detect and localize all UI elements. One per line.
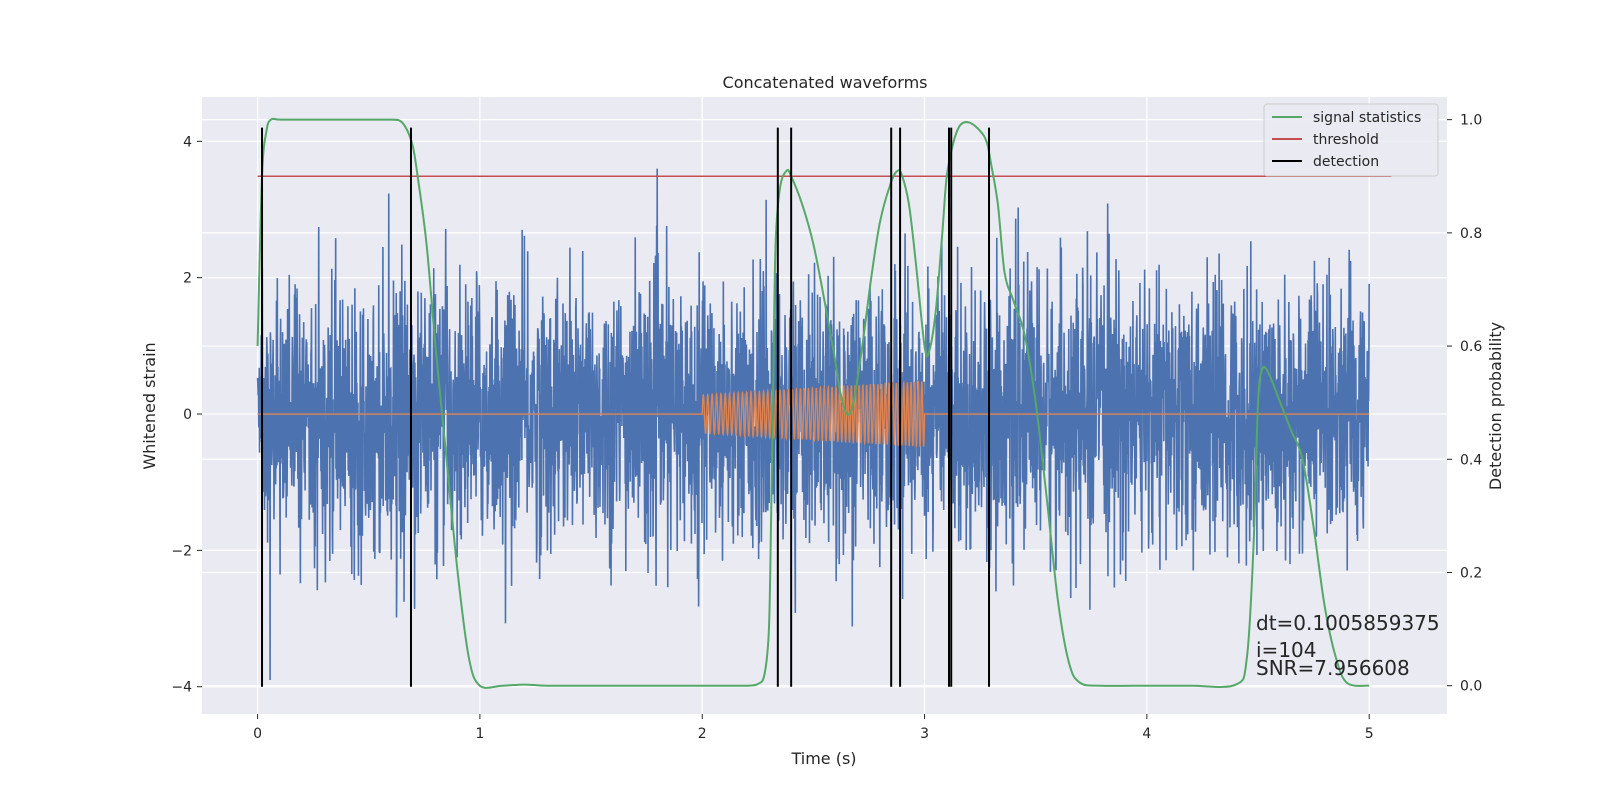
x-tick-label: 0 bbox=[253, 726, 262, 742]
legend-label: signal statistics bbox=[1313, 110, 1421, 126]
injection-series bbox=[257, 380, 1370, 449]
y-tick-label: −2 bbox=[171, 543, 192, 559]
y-tick-label-right: 0.4 bbox=[1460, 452, 1482, 468]
x-tick-label: 4 bbox=[1142, 726, 1151, 742]
chart-title: Concatenated waveforms bbox=[723, 73, 928, 92]
x-tick-label: 1 bbox=[475, 726, 484, 742]
y-tick-label-right: 0.2 bbox=[1460, 565, 1482, 581]
annotation-text: dt=0.1005859375 bbox=[1256, 611, 1440, 635]
y-tick-label-right: 0.8 bbox=[1460, 226, 1482, 242]
legend-box bbox=[1263, 103, 1439, 177]
y-tick-label: 4 bbox=[183, 134, 192, 150]
y-tick-label: 0 bbox=[183, 407, 192, 423]
y-tick-label-right: 0.6 bbox=[1460, 339, 1482, 355]
legend: signal statistics threshold detection bbox=[1263, 103, 1439, 177]
y-tick-label: 2 bbox=[183, 271, 192, 287]
annotation-text: SNR=7.956608 bbox=[1256, 656, 1410, 680]
y-tick-label-right: 0.0 bbox=[1460, 679, 1482, 695]
signal-statistics-series bbox=[256, 117, 1370, 689]
y-axis-label-right: Detection probability bbox=[1486, 322, 1505, 490]
y-tick-label: −4 bbox=[171, 680, 192, 696]
x-axis-label: Time (s) bbox=[790, 749, 856, 768]
annotation-text: i=104 bbox=[1256, 638, 1317, 662]
y-axis-label: Whitened strain bbox=[140, 342, 159, 469]
legend-label: detection bbox=[1313, 154, 1379, 170]
x-tick-label: 3 bbox=[920, 726, 929, 742]
detection-series bbox=[261, 127, 991, 687]
y-tick-label-right: 1.0 bbox=[1460, 113, 1482, 129]
ticks: 0 1 2 3 4 5 −4 −2 0 2 4 0.0 0.2 0.4 0.6 0.8 1.0 bbox=[171, 113, 1482, 742]
legend-label: threshold bbox=[1313, 132, 1379, 148]
injection-line bbox=[257, 380, 1370, 449]
signal-statistics-line bbox=[256, 117, 1370, 689]
x-tick-label: 2 bbox=[698, 726, 707, 742]
x-tick-label: 5 bbox=[1365, 726, 1374, 742]
